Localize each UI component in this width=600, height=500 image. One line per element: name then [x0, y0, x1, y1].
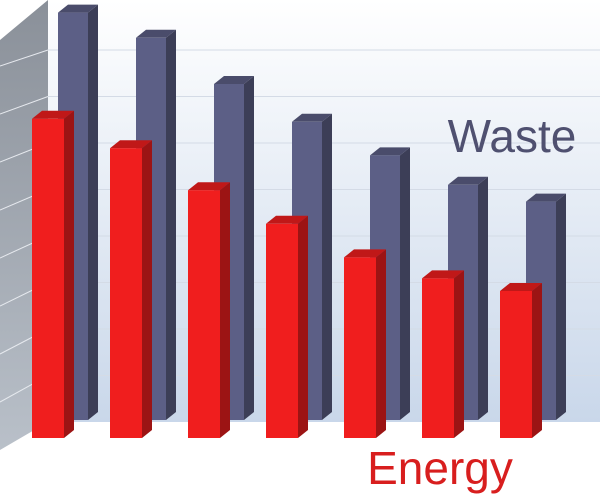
- bar: [188, 190, 220, 438]
- grid-line: [0, 96, 49, 115]
- bar-side: [142, 140, 152, 438]
- bar: [32, 118, 64, 439]
- bar-top: [110, 140, 152, 149]
- legend-waste: Waste: [448, 110, 577, 162]
- bar-top: [422, 270, 464, 279]
- bar: [500, 291, 532, 438]
- bar-side: [322, 113, 332, 421]
- bar-side: [478, 176, 488, 420]
- bar-top: [58, 4, 98, 13]
- bar-top: [214, 76, 254, 84]
- bar-top: [292, 113, 332, 122]
- bar-top: [266, 215, 308, 224]
- bar-top: [526, 193, 566, 202]
- bar: [266, 223, 298, 438]
- bar-top: [344, 249, 386, 258]
- bar-side: [532, 283, 542, 438]
- bar-side: [244, 76, 254, 420]
- bar: [344, 257, 376, 438]
- bar-top: [136, 29, 176, 38]
- bar-top: [188, 182, 230, 191]
- bar-side: [166, 29, 176, 421]
- bar-side: [556, 193, 566, 420]
- grid-line: [0, 49, 49, 67]
- bar-side: [64, 110, 74, 439]
- bar: [110, 148, 142, 438]
- bar-side: [88, 4, 98, 420]
- bar-side: [298, 215, 308, 438]
- bar-side: [454, 270, 464, 438]
- bar-top: [500, 283, 542, 291]
- bar-side: [400, 147, 410, 420]
- legend-energy: Energy: [367, 442, 513, 494]
- bar-top: [370, 147, 410, 156]
- bar-side: [220, 182, 230, 438]
- bar-top: [448, 176, 488, 185]
- bar-side: [376, 249, 386, 438]
- bars: [32, 4, 566, 439]
- bar-top: [32, 110, 74, 119]
- bar: [422, 278, 454, 438]
